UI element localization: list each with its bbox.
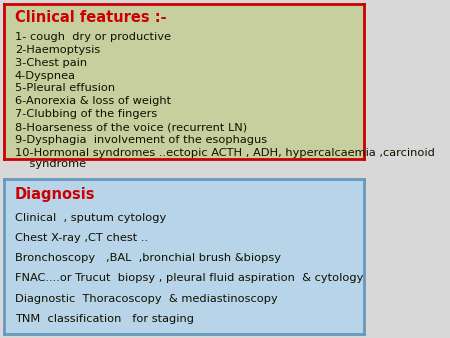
Text: 1- cough  dry or productive: 1- cough dry or productive xyxy=(15,32,171,42)
Text: TNM  classification   for staging: TNM classification for staging xyxy=(15,314,194,324)
Text: Diagnosis: Diagnosis xyxy=(15,187,95,202)
Text: Clinical features :-: Clinical features :- xyxy=(15,10,166,25)
Text: Bronchoscopy   ,BAL  ,bronchial brush &biopsy: Bronchoscopy ,BAL ,bronchial brush &biop… xyxy=(15,253,281,263)
Text: 5-Pleural effusion: 5-Pleural effusion xyxy=(15,83,115,94)
Text: 6-Anorexia & loss of weight: 6-Anorexia & loss of weight xyxy=(15,96,171,106)
Text: 9-Dysphagia  involvement of the esophagus: 9-Dysphagia involvement of the esophagus xyxy=(15,135,267,145)
Text: Chest X-ray ,CT chest ..: Chest X-ray ,CT chest .. xyxy=(15,233,148,243)
Text: 4-Dyspnea: 4-Dyspnea xyxy=(15,71,76,80)
Text: 10-Hormonal syndromes ..ectopic ACTH , ADH, hypercalcaemia ,carcinoid
    syndro: 10-Hormonal syndromes ..ectopic ACTH , A… xyxy=(15,148,435,169)
Text: 7-Clubbing of the fingers: 7-Clubbing of the fingers xyxy=(15,109,157,119)
Text: FNAC....or Trucut  biopsy , pleural fluid aspiration  & cytology: FNAC....or Trucut biopsy , pleural fluid… xyxy=(15,273,363,284)
Text: 8-Hoarseness of the voice (recurrent LN): 8-Hoarseness of the voice (recurrent LN) xyxy=(15,122,247,132)
Text: 3-Chest pain: 3-Chest pain xyxy=(15,58,87,68)
Text: Diagnostic  Thoracoscopy  & mediastinoscopy: Diagnostic Thoracoscopy & mediastinoscop… xyxy=(15,294,278,304)
Text: Clinical  , sputum cytology: Clinical , sputum cytology xyxy=(15,213,166,223)
Text: 2-Haemoptysis: 2-Haemoptysis xyxy=(15,45,100,55)
